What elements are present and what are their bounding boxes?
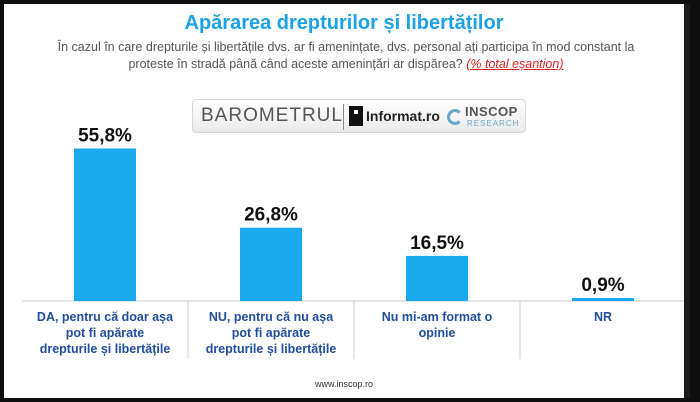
slide-frame: Apărarea drepturilor și libertăților În …: [4, 4, 690, 398]
category-label-line: Nu mi-am format o: [382, 310, 493, 324]
inscop-logo-icon: [447, 109, 463, 125]
category-label-line: drepturile și libertățile: [40, 342, 171, 356]
barometrul-label: BAROMETRUL: [201, 105, 343, 126]
page-title: Apărarea drepturilor și libertăților: [184, 12, 504, 34]
informat-label: Informat.ro: [366, 108, 440, 124]
category-label-line: NU, pentru că nu așa: [209, 310, 334, 324]
bar-3: [406, 255, 468, 301]
bar-2: [240, 227, 302, 301]
informat-logo-icon: [349, 106, 363, 126]
category-label-line: pot fi apărate: [232, 326, 311, 340]
category-label-line: NR: [594, 310, 612, 324]
research-label: RESEARCH: [467, 119, 520, 128]
bar-chart: 55,8% DA, pentru că doar așa pot fi apărat…: [22, 125, 684, 359]
inscop-label: INSCOP: [465, 104, 518, 119]
question-body: În cazul în care drepturile și libertăți…: [57, 40, 635, 71]
bar-value-label-2: 26,8%: [244, 205, 298, 226]
category-label-line: DA, pentru că doar așa: [37, 310, 174, 324]
category-label-2: NU, pentru că nu așa pot fi apărate dreptu…: [206, 310, 337, 356]
footer-url: www.inscop.ro: [314, 379, 374, 389]
category-label-4: NR: [594, 310, 612, 324]
category-label-line: opinie: [419, 326, 456, 340]
category-label-1: DA, pentru că doar așa pot fi apărate drep…: [37, 310, 174, 356]
bar-4: [572, 298, 634, 301]
category-label-3: Nu mi-am format o opinie: [382, 310, 493, 340]
logo-divider: [343, 104, 344, 130]
bar-value-label-1: 55,8%: [78, 125, 132, 146]
question-text: În cazul în care drepturile și libertăți…: [36, 39, 656, 73]
bar-1: [74, 148, 136, 301]
category-label-line: drepturile și libertățile: [206, 342, 337, 356]
bar-value-label-4: 0,9%: [581, 275, 624, 296]
category-label-line: pot fi apărate: [66, 326, 145, 340]
barometrul-logo-banner: BAROMETRUL Informat.ro INSCOP RESEARCH: [192, 99, 526, 133]
bar-value-label-3: 16,5%: [410, 233, 464, 254]
sample-note: (% total eșantion): [466, 57, 564, 71]
